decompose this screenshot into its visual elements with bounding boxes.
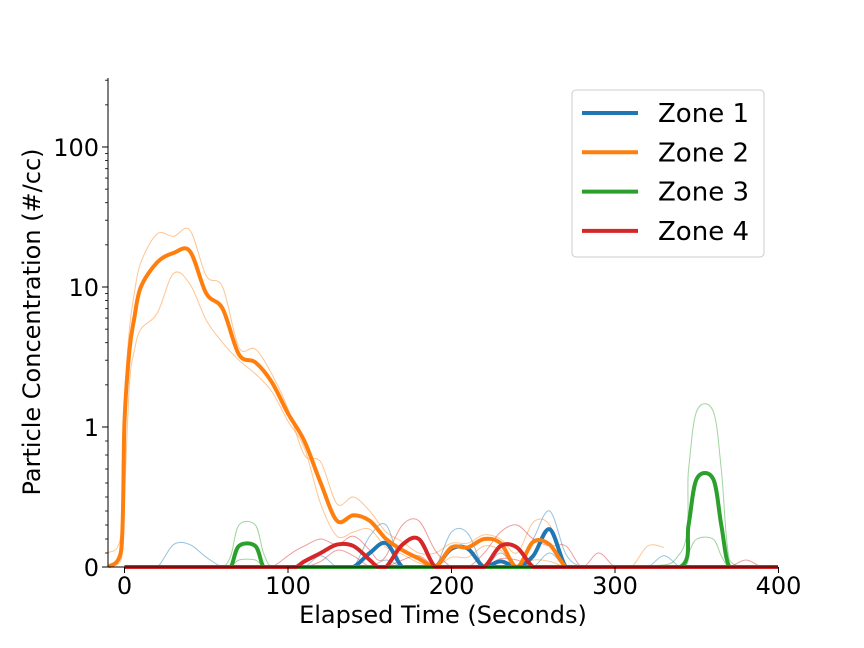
legend: Zone 1 Zone 2 Zone 3 Zone 4 xyxy=(571,89,765,258)
x-tick-label: 400 xyxy=(756,572,802,600)
legend-entry: Zone 2 xyxy=(582,138,749,168)
y-tick-label: 100 xyxy=(53,134,99,162)
legend-label: Zone 4 xyxy=(658,217,749,247)
legend-entry: Zone 1 xyxy=(582,99,749,129)
legend-label: Zone 2 xyxy=(658,138,749,168)
y-tick-label: 10 xyxy=(68,274,99,302)
x-tick-label: 0 xyxy=(117,572,132,600)
y-axis-ticks: 0 1 10 100 xyxy=(53,79,108,582)
legend-entry: Zone 4 xyxy=(582,217,749,247)
series-2-mean-line xyxy=(108,246,665,569)
legend-label: Zone 1 xyxy=(658,99,749,129)
x-tick-label: 100 xyxy=(265,572,311,600)
x-tick-label: 200 xyxy=(429,572,475,600)
legend-entry: Zone 3 xyxy=(582,178,749,208)
legend-label: Zone 3 xyxy=(658,178,749,208)
y-axis-title: Particle Concentration (#/cc) xyxy=(18,148,46,495)
x-axis-title: Elapsed Time (Seconds) xyxy=(299,601,587,629)
y-tick-label: 0 xyxy=(84,554,99,582)
x-tick-label: 300 xyxy=(592,572,638,600)
x-axis-ticks: 0 100 200 300 400 xyxy=(117,567,802,600)
legend-box xyxy=(571,89,765,258)
axes xyxy=(107,78,778,568)
y-tick-label: 1 xyxy=(84,414,99,442)
